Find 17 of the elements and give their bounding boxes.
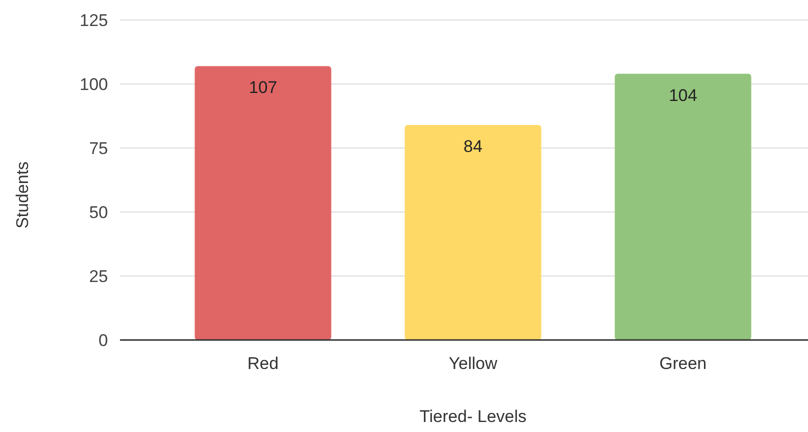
x-axis-title: Tiered- Levels: [419, 407, 527, 426]
data-label: 104: [668, 86, 698, 105]
bar: [614, 74, 752, 340]
y-tick-label: 100: [80, 75, 108, 94]
y-tick-label: 25: [89, 267, 108, 286]
x-tick-label: Red: [247, 354, 279, 373]
bar: [404, 124, 542, 340]
x-tick-label: Green: [659, 354, 707, 373]
y-tick-label: 0: [98, 331, 108, 350]
bar: [194, 66, 332, 340]
y-tick-label: 75: [89, 139, 108, 158]
y-tick-label: 125: [80, 11, 108, 30]
y-tick-label: 50: [89, 203, 108, 222]
y-axis-title: Students: [13, 161, 32, 229]
data-label: 84: [464, 136, 482, 156]
data-label: 107: [248, 78, 278, 98]
x-tick-label: Yellow: [448, 354, 498, 373]
